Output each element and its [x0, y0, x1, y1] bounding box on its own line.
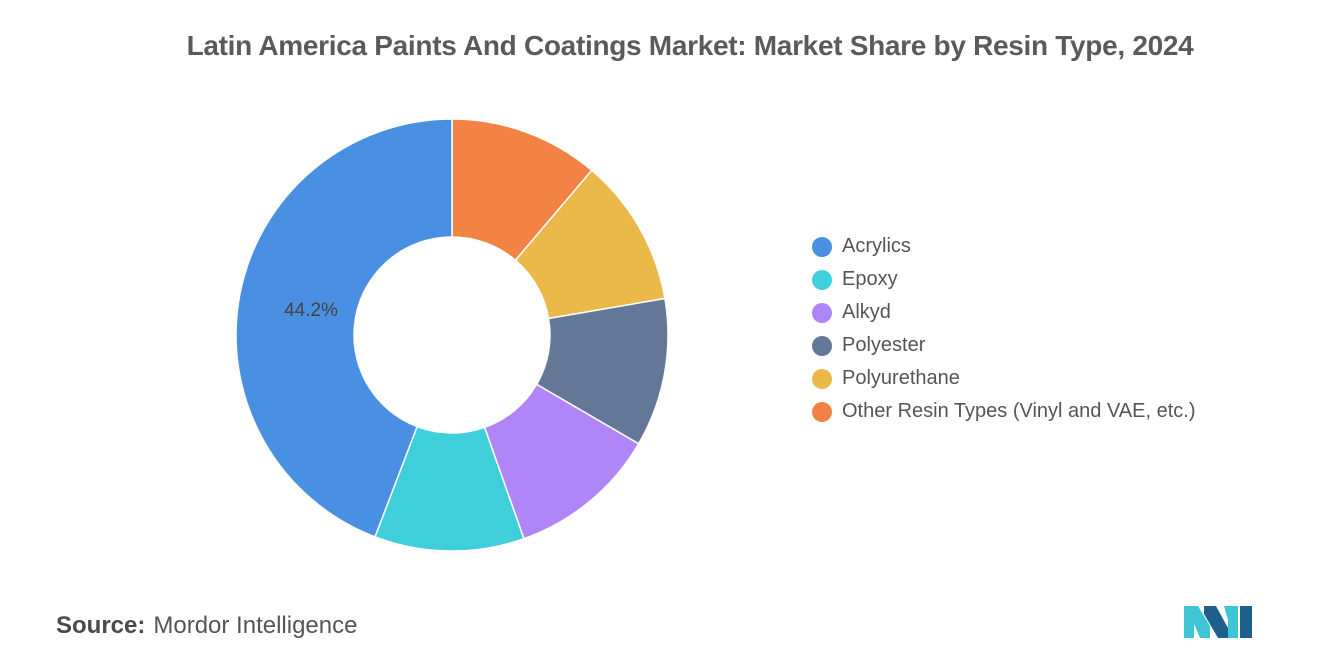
legend: Acrylics Epoxy Alkyd Polyester Polyurethane O…	[812, 230, 1196, 428]
legend-item: Epoxy	[812, 263, 1196, 296]
slice-acrylics	[235, 118, 453, 538]
donut-slices	[235, 118, 669, 552]
source-label: Source:	[56, 612, 146, 639]
legend-item: Acrylics	[812, 230, 1196, 263]
legend-swatch	[812, 401, 832, 422]
legend-label: Polyurethane	[842, 367, 960, 389]
legend-swatch	[812, 368, 832, 389]
legend-label: Other Resin Types (Vinyl and VAE, etc.)	[842, 400, 1196, 422]
legend-swatch	[812, 335, 832, 356]
legend-swatch	[812, 302, 832, 323]
source-value: Mordor Intelligence	[153, 612, 358, 639]
legend-item: Other Resin Types (Vinyl and VAE, etc.)	[812, 395, 1196, 428]
legend-swatch	[812, 236, 832, 257]
data-label-acrylics: 44.2%	[284, 300, 338, 321]
legend-label: Alkyd	[842, 301, 891, 323]
mordor-logo-icon	[1184, 606, 1252, 638]
legend-label: Epoxy	[842, 268, 898, 290]
legend-item: Polyurethane	[812, 362, 1196, 395]
legend-label: Acrylics	[842, 235, 911, 257]
legend-swatch	[812, 269, 832, 290]
chart-title: Latin America Paints And Coatings Market…	[186, 30, 1194, 61]
source-note: Source: Mordor Intelligence	[56, 612, 357, 640]
legend-item: Alkyd	[812, 296, 1196, 329]
legend-item: Polyester	[812, 329, 1196, 362]
legend-label: Polyester	[842, 334, 926, 356]
